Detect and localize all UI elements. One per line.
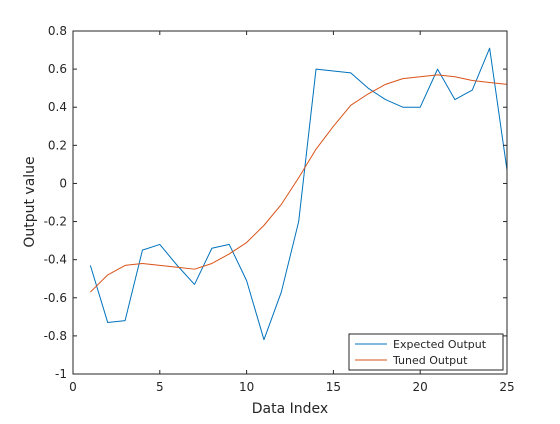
- y-tick-label: 0: [59, 176, 67, 190]
- legend-label-2: Tuned Output: [392, 354, 468, 367]
- y-tick-label: 0.2: [48, 138, 67, 152]
- y-tick-label: -0.2: [44, 215, 67, 229]
- y-tick-label: 0.6: [48, 62, 67, 76]
- series-line-2: [90, 74, 508, 293]
- x-tick-label: 15: [326, 380, 341, 394]
- y-tick-label: -0.6: [44, 291, 67, 305]
- y-tick-label: -1: [55, 367, 67, 381]
- legend-label-1: Expected Output: [393, 338, 487, 351]
- axes-box: [72, 30, 508, 375]
- axes-layer: 0 5 10 15 20 25 -1 -0.8 -0.6 -0.4 -0.2 0 0.2 0.4 0.6 0.…: [44, 24, 515, 394]
- y-tick-label: 0.4: [48, 100, 67, 114]
- y-tick-label: -0.4: [44, 253, 67, 267]
- legend: Expected Output Tuned Output: [348, 333, 504, 371]
- series-layer: [89, 47, 508, 341]
- plot-area: [73, 31, 507, 374]
- x-tick-label: 5: [156, 380, 164, 394]
- x-axis-label: Data Index: [252, 401, 328, 417]
- x-tick-label: 10: [239, 380, 254, 394]
- x-tick-label: 25: [499, 380, 514, 394]
- x-tick-label: 20: [413, 380, 428, 394]
- y-axis-label: Output value: [22, 156, 38, 247]
- y-tick-label: 0.8: [48, 24, 67, 38]
- series-line-1: [89, 47, 508, 341]
- y-tick-label: -0.8: [44, 329, 67, 343]
- legend-box: [348, 333, 504, 371]
- x-tick-label: 0: [69, 380, 77, 394]
